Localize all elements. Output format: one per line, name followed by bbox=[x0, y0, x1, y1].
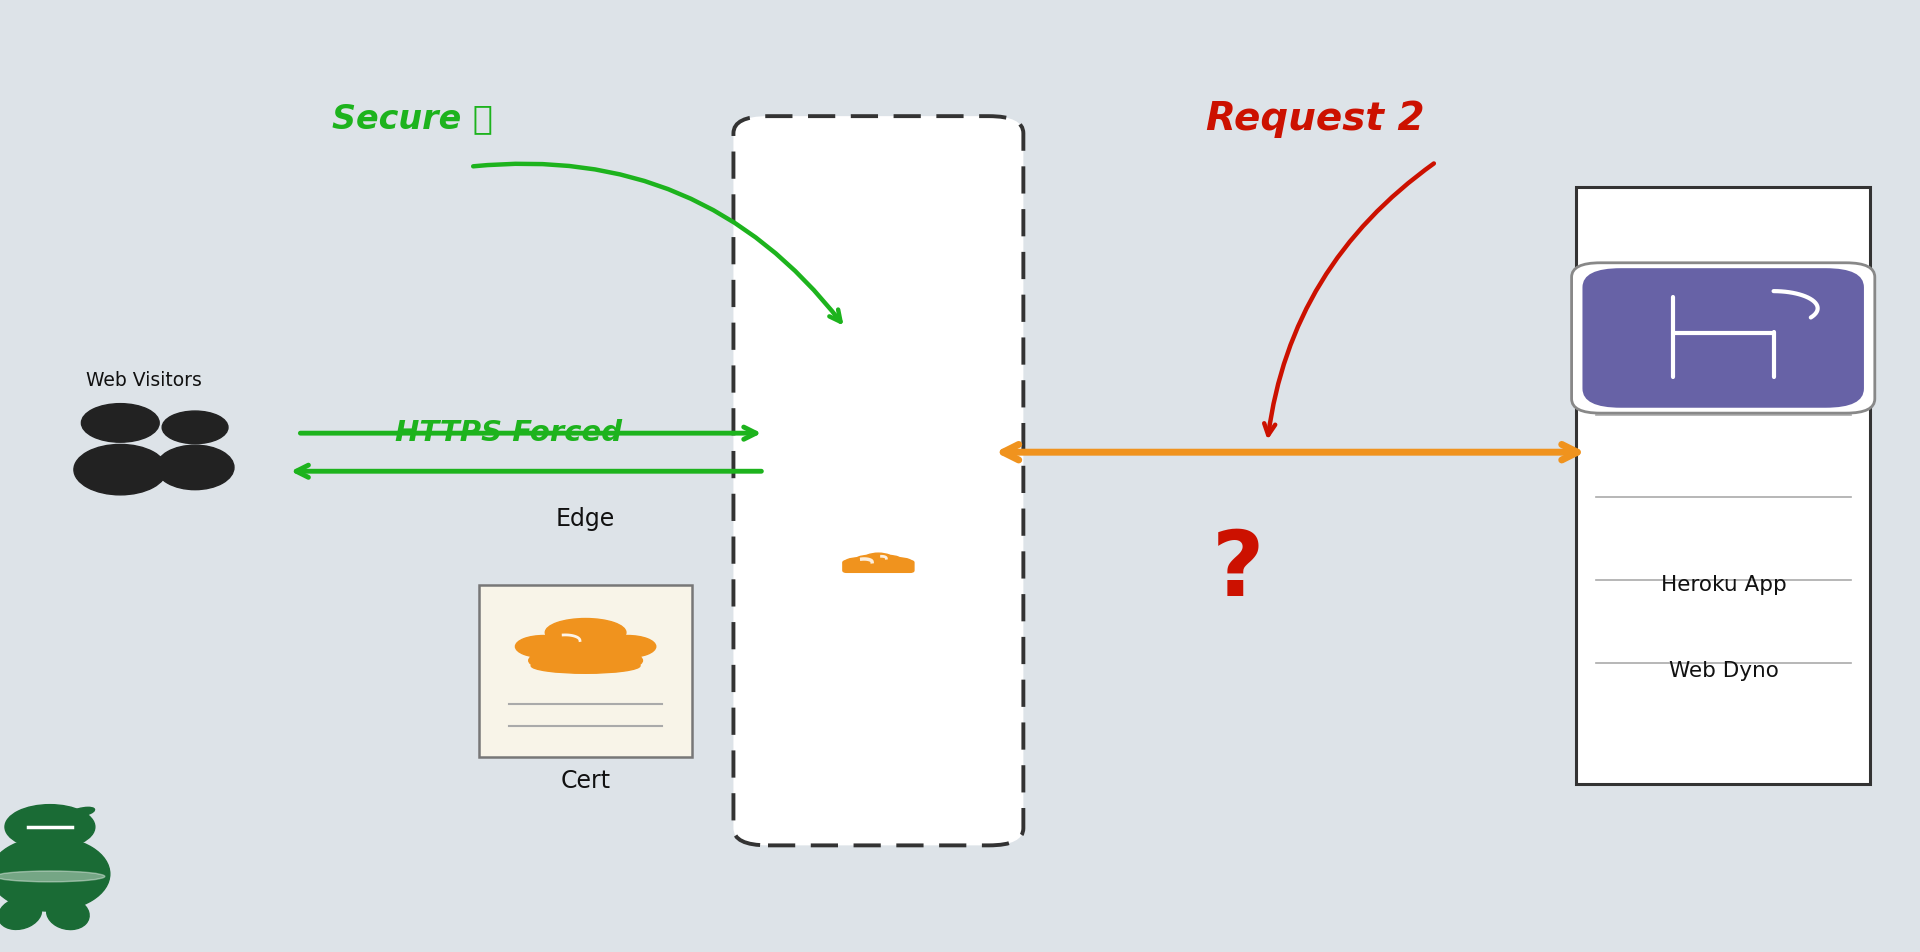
Circle shape bbox=[161, 411, 228, 444]
Text: Heroku App: Heroku App bbox=[1661, 575, 1788, 596]
Circle shape bbox=[6, 804, 94, 849]
Ellipse shape bbox=[532, 643, 639, 666]
Text: Edge: Edge bbox=[557, 506, 614, 531]
FancyBboxPatch shape bbox=[843, 561, 914, 572]
Ellipse shape bbox=[885, 558, 914, 569]
FancyBboxPatch shape bbox=[1576, 187, 1870, 784]
Ellipse shape bbox=[862, 553, 895, 567]
FancyBboxPatch shape bbox=[1572, 263, 1874, 413]
Ellipse shape bbox=[843, 558, 872, 569]
FancyBboxPatch shape bbox=[1582, 268, 1864, 407]
Ellipse shape bbox=[599, 636, 657, 658]
Text: Cert: Cert bbox=[561, 768, 611, 793]
Ellipse shape bbox=[532, 658, 639, 673]
Text: Request 2: Request 2 bbox=[1206, 100, 1425, 138]
Text: Web Dyno: Web Dyno bbox=[1668, 661, 1780, 682]
Text: HTTPS Forced: HTTPS Forced bbox=[396, 419, 622, 447]
Ellipse shape bbox=[46, 898, 88, 929]
Text: ?: ? bbox=[1212, 527, 1265, 615]
Ellipse shape bbox=[75, 445, 167, 495]
Text: Web Visitors: Web Visitors bbox=[86, 371, 202, 390]
Ellipse shape bbox=[515, 636, 572, 658]
Ellipse shape bbox=[874, 555, 902, 567]
Ellipse shape bbox=[0, 898, 42, 929]
Ellipse shape bbox=[589, 651, 643, 669]
FancyBboxPatch shape bbox=[733, 116, 1023, 845]
Ellipse shape bbox=[847, 564, 910, 570]
Text: Secure ✅: Secure ✅ bbox=[332, 103, 493, 135]
Ellipse shape bbox=[545, 619, 626, 646]
Ellipse shape bbox=[854, 555, 883, 567]
Circle shape bbox=[81, 404, 159, 442]
Ellipse shape bbox=[528, 651, 582, 669]
Ellipse shape bbox=[69, 807, 94, 817]
FancyBboxPatch shape bbox=[480, 585, 691, 758]
Ellipse shape bbox=[156, 446, 234, 489]
Ellipse shape bbox=[0, 871, 106, 882]
Ellipse shape bbox=[0, 837, 109, 911]
